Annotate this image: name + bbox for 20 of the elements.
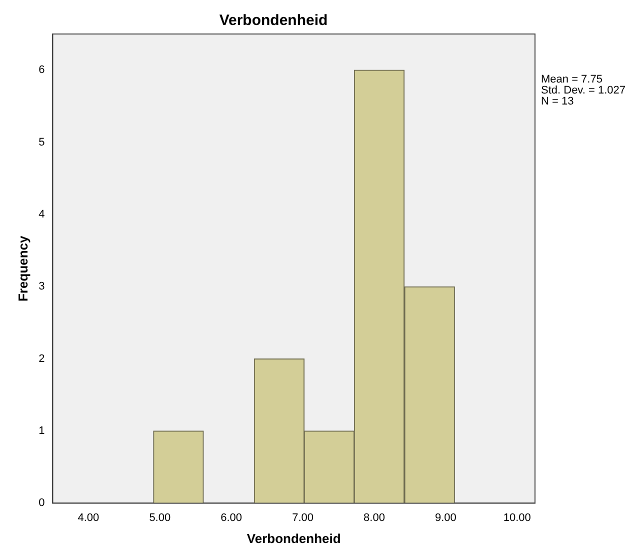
y-tick-label: 1 [38, 425, 45, 438]
y-tick-label: 3 [38, 280, 45, 293]
y-tick-label: 4 [38, 208, 45, 220]
chart-title: Verbondenheid [219, 12, 328, 30]
x-tick-label: 10.00 [503, 512, 531, 524]
x-tick-label: 4.00 [78, 512, 100, 524]
x-tick-label: 5.00 [149, 512, 171, 524]
text: Mean = 7.75 [541, 74, 602, 86]
text: Std. Dev. = 1.027 [541, 84, 626, 97]
y-tick-label: 5 [38, 136, 45, 148]
x-tick-label: 9.00 [434, 512, 456, 524]
x-tick-label: 8.00 [364, 512, 385, 524]
x-tick-label: 7.00 [292, 512, 314, 524]
text: N = 13 [541, 96, 574, 108]
y-tick-label: 6 [38, 64, 45, 76]
y-tick-label: 0 [38, 497, 45, 510]
x-tick-label: 6.00 [220, 512, 242, 524]
x-axis-title: Verbondenheid [246, 530, 341, 546]
y-tick-label: 2 [38, 352, 45, 365]
y-axis-title: Frequency [15, 234, 30, 302]
